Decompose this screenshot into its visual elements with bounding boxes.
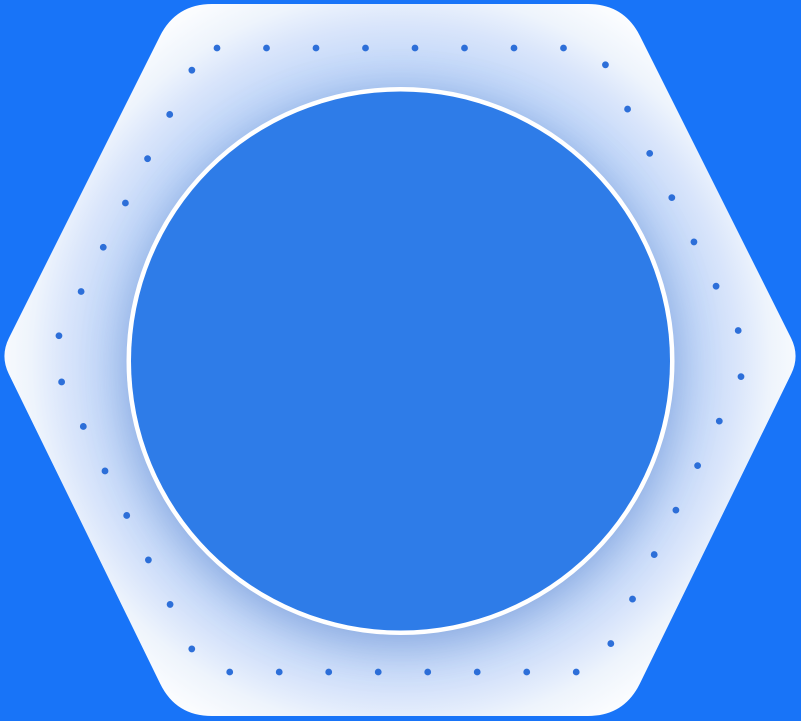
circle-disc (131, 91, 670, 631)
center-circle (126, 87, 675, 635)
circle-ring (126, 87, 675, 635)
